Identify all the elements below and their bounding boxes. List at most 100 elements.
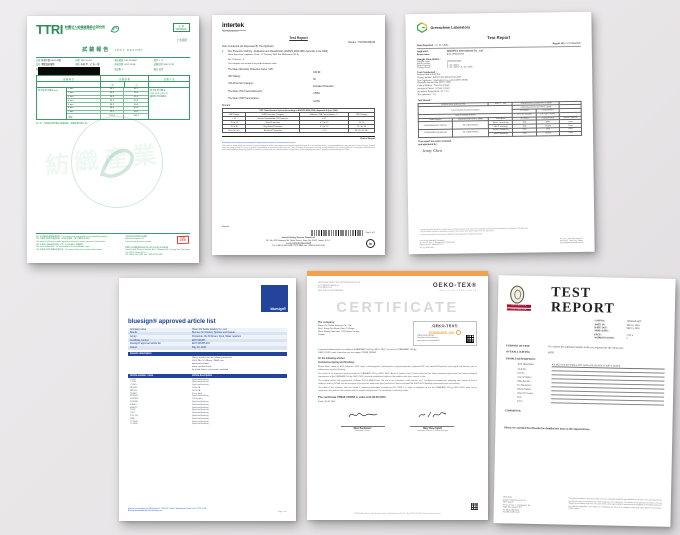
value-a-cell: 39.3: [101, 110, 125, 114]
time-cell: 6 min: [67, 106, 101, 110]
signature-line: Taiwan Textile Research Institute: [125, 241, 152, 244]
company-line: No.6, Kung-Yeh Road, Hsin-Ti Village: [318, 327, 355, 330]
end-of-report: End of Report: [360, 137, 375, 140]
info-value: May 04, 2018: [192, 346, 206, 349]
ttri-meta-field: 收樣日期 2017.12.08: [115, 64, 151, 68]
table-row: 4 min 39.1 40.2: [67, 99, 148, 104]
issuer-address: TESTEX AG SWISS TEXTILE TESTING INSTITUT…: [318, 282, 360, 293]
item-title: Sun Protective Clothing - Evaluation and…: [228, 50, 328, 53]
ttri-meta-field: 報告編號 106-12-0456: [115, 60, 151, 64]
article-list-bar: Article number / rank Article descriptio…: [128, 373, 287, 378]
report-title: Test Report: [487, 34, 511, 41]
address-right: No. 25-1, Lane 168, Xingai Rd., Neihu Dis…: [560, 237, 584, 247]
finishing-label: Continuous dyeing and finishing:: [318, 362, 355, 365]
footer-qr-glyph: [471, 503, 478, 510]
label-sub: CONFIDENCE IN TEXTILES: [430, 327, 460, 329]
col-item: 試 驗 項 目: [37, 76, 101, 81]
attached-results-note: Please see attached Test Results for det…: [504, 426, 591, 432]
footer-note-line: 註3: 本報告之試驗項目如標示＊者，表示尚未納入認證範圍。: [36, 243, 85, 246]
original-stamp-en: ORIGINAL: [175, 27, 187, 31]
time-cell: 3 min: [67, 95, 101, 99]
article-number: 7111S: [130, 409, 136, 412]
article-row: 7886 Dyed and finishing: [128, 418, 287, 421]
generic-line: water repellent finish,: [192, 365, 212, 368]
field-label: 頁次: [153, 59, 159, 62]
lab-seal-block: ACCREDITED TESTING LAB: [506, 285, 538, 315]
ttri-org-en: Taiwan Textile Research Institute: [64, 29, 96, 31]
result-pair: UPF Rating : 50: [228, 76, 375, 81]
purpose-row: PURPOSE OF TEST: To evaluate the submitt…: [506, 344, 665, 350]
article-row: 2239S22 100% nylon: [128, 398, 287, 401]
article-row: NP5020 100% PA: [128, 387, 287, 390]
address-line: 財團法人紡織產業綜合研究所 新北市土城區承天路6號: [125, 246, 169, 249]
info-row: Company name Hsien Chi Textile Industry …: [128, 328, 287, 332]
document-title: bluesign® approved article list: [128, 319, 216, 325]
sample-description-rows: Sample name CAT2004/G007 Article number …: [417, 59, 581, 70]
result-label: The Mean UVB Transmittance :: [228, 97, 261, 100]
test-item: 1. Sun Protective Clothing - Evaluation …: [222, 51, 375, 53]
qr-code: [466, 334, 474, 343]
article-number: 224M11: [130, 392, 138, 395]
rating-label: OVERALL RATING:: [505, 349, 531, 354]
table-header-row: 試 驗 項 目 試 驗 結 果 試 驗 方 法: [37, 76, 189, 82]
info-label: Brands: [130, 332, 138, 335]
article-number: CT-801: [130, 384, 137, 387]
irradiance-line: Solar Spectrum Irradiance Used : 17 Janu…: [228, 54, 299, 56]
value-b-cell: 39.4: [134, 103, 139, 106]
original-stamp-box: 正 本 ORIGINAL: [172, 23, 190, 33]
field-value: 2: [122, 68, 124, 71]
sample-field-label: Testing Period: [417, 66, 431, 70]
field-value: 1 / 1: [159, 59, 164, 62]
ttri-meta-field: 文號 紡測字第1061243號: [36, 60, 72, 64]
signature-right: Mary Rose Egloff Customer Service / Lice…: [410, 407, 455, 432]
upf-classification-table: UPF Classification System According to A…: [221, 108, 375, 134]
meta-label: WORKING DAYS:: [594, 336, 615, 340]
article-row: NR5130 100% PA: [128, 390, 287, 393]
ttri-logo: TTRI: [36, 22, 63, 37]
info-value: Brennex for Outdoor, Sportive and Casual: [192, 332, 235, 335]
lab-seal-icon: [510, 285, 525, 304]
applicant-label: Applicant :: [416, 49, 430, 54]
article-description: Dyed and finishing: [192, 403, 209, 406]
footer-line: A listing downloaded by: www.bluesign.co…: [128, 510, 163, 513]
address-left: Greenchem Analytical Laboratory 5F., No.1…: [419, 239, 455, 249]
col-result: 試 驗 結 果: [101, 76, 149, 81]
footer-address-zh: 台北市內湖區瑞光路423號8樓: [285, 242, 311, 245]
article-description: Dyed and finishing: [192, 384, 209, 387]
result-value: 184.60: [313, 71, 321, 74]
brand-label: Brand name :: [416, 53, 431, 57]
g2-rate: S6-17503 (2005/1): [452, 128, 489, 137]
time-cell: 4 min: [67, 99, 101, 103]
brand-value: ECH GR002/G003: [446, 53, 465, 56]
contact-line: Fax: 886-2-2381-5123: [502, 511, 520, 515]
value-a-cell: 38.2: [101, 103, 125, 106]
article-number: 2230S11: [130, 395, 138, 398]
ttri-title-side: 上水環發: [176, 39, 187, 42]
article-row: 77-1008 Dyed and finishing: [128, 421, 287, 424]
company-block: The company Hsien Chi Textile Industry C…: [318, 321, 359, 346]
address-line: service@greenchemlab.com.tw: [559, 242, 584, 245]
article-description: Dyed and finishing: [192, 378, 209, 381]
article-description: 100% PA: [192, 389, 201, 392]
standard-100-text: STANDARD 100: [428, 330, 454, 335]
orange-top-bar: [307, 271, 488, 276]
footer-note-line: 註1: 本試驗報告僅對來樣負責。This report is only resp…: [36, 235, 108, 238]
signature-right-scribble: [419, 412, 447, 418]
field-label: 收樣日期: [114, 64, 124, 67]
testreport-footer: Albert Chen Custom Products Services, Inc…: [503, 496, 662, 517]
article-description: Dyed and finishing: [192, 420, 209, 423]
bar-label: Generic description: [130, 352, 152, 355]
rating-row: OVERALL RATING: PASS: [506, 350, 665, 356]
page-label: Page 1 of 1: [277, 511, 287, 513]
rating-value: PASS: [547, 350, 555, 354]
article-row: 63N611 Dyed and finishing: [128, 407, 287, 410]
info-label: Company name: [130, 328, 147, 331]
field-value: 如下: [159, 68, 164, 71]
article-row: CT-311 Dyed and finishing: [128, 381, 287, 384]
result-label: The Mean UVA Transmittance(%) :: [228, 90, 264, 93]
field-label: 規格: [75, 64, 80, 67]
article-row: 77-3008 Dyed and finishing: [128, 423, 287, 426]
table-row: 5 min 38.2 39.4: [67, 103, 148, 107]
seal-leaf-icon: [99, 148, 134, 178]
signature-left: Marc Bachmann Managing Director: [340, 407, 385, 432]
